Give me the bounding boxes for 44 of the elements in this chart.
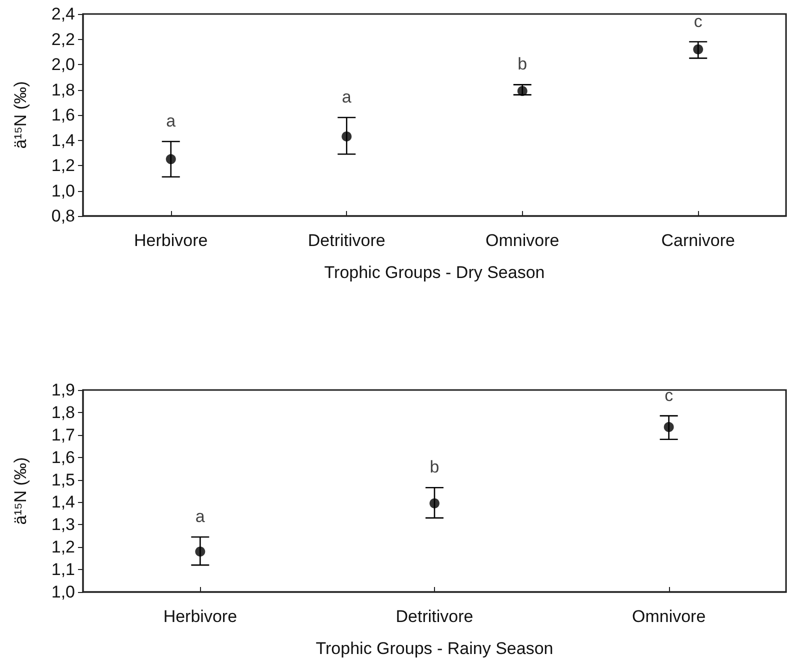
y-tick-label: 1,2 [51,156,75,175]
x-tick-label: Omnivore [486,231,560,250]
annotation: b [430,458,440,477]
y-tick-label: 1,5 [51,470,75,490]
y-tick-label: 1,0 [51,582,75,602]
point [342,131,352,142]
y-tick-label: 0,8 [51,206,75,226]
annotation: c [664,386,674,405]
point [195,546,206,557]
y-tick-label: 2,4 [51,4,75,24]
y-tick-label: 1,4 [51,492,75,512]
x-tick-label: Herbivore [163,607,238,626]
x-tick-label: Carnivore [661,231,735,250]
x-axis-title: Trophic Groups - Dry Season [324,263,545,282]
y-tick-label: 1,7 [51,425,75,444]
y-tick-label: 1,8 [51,80,75,100]
annotation: a [166,112,176,131]
y-tick-label: 2,0 [51,55,75,74]
point [664,422,674,432]
annotation: b [518,54,528,74]
y-tick-label: 1,2 [51,538,75,557]
y-tick-label: 1,3 [51,515,75,534]
annotation: c [694,12,703,31]
y-tick-label: 1,9 [51,380,75,400]
y-tick-label: 1,8 [51,402,75,422]
x-axis-title: Trophic Groups - Rainy Season [316,639,554,658]
y-axis-title: ä¹⁵N (‰) [11,457,30,525]
y-tick-label: 1,6 [51,106,75,124]
y-tick-label: 1,0 [51,181,75,200]
point [517,86,528,96]
y-tick-label: 1,1 [51,560,75,580]
y-tick-label: 1,4 [51,130,75,150]
point [430,498,440,508]
y-tick-label: 2,2 [51,30,75,49]
y-axis-title: ä¹⁵N (‰) [11,81,30,149]
x-tick-label: Omnivore [632,607,706,626]
annotation: a [342,88,352,107]
point [166,154,176,164]
x-tick-label: Detritivore [396,607,474,626]
x-tick-label: Detritivore [308,231,386,250]
annotation: a [195,507,206,526]
y-tick-label: 1,6 [51,448,75,467]
point [693,44,704,54]
x-tick-label: Herbivore [134,231,208,250]
